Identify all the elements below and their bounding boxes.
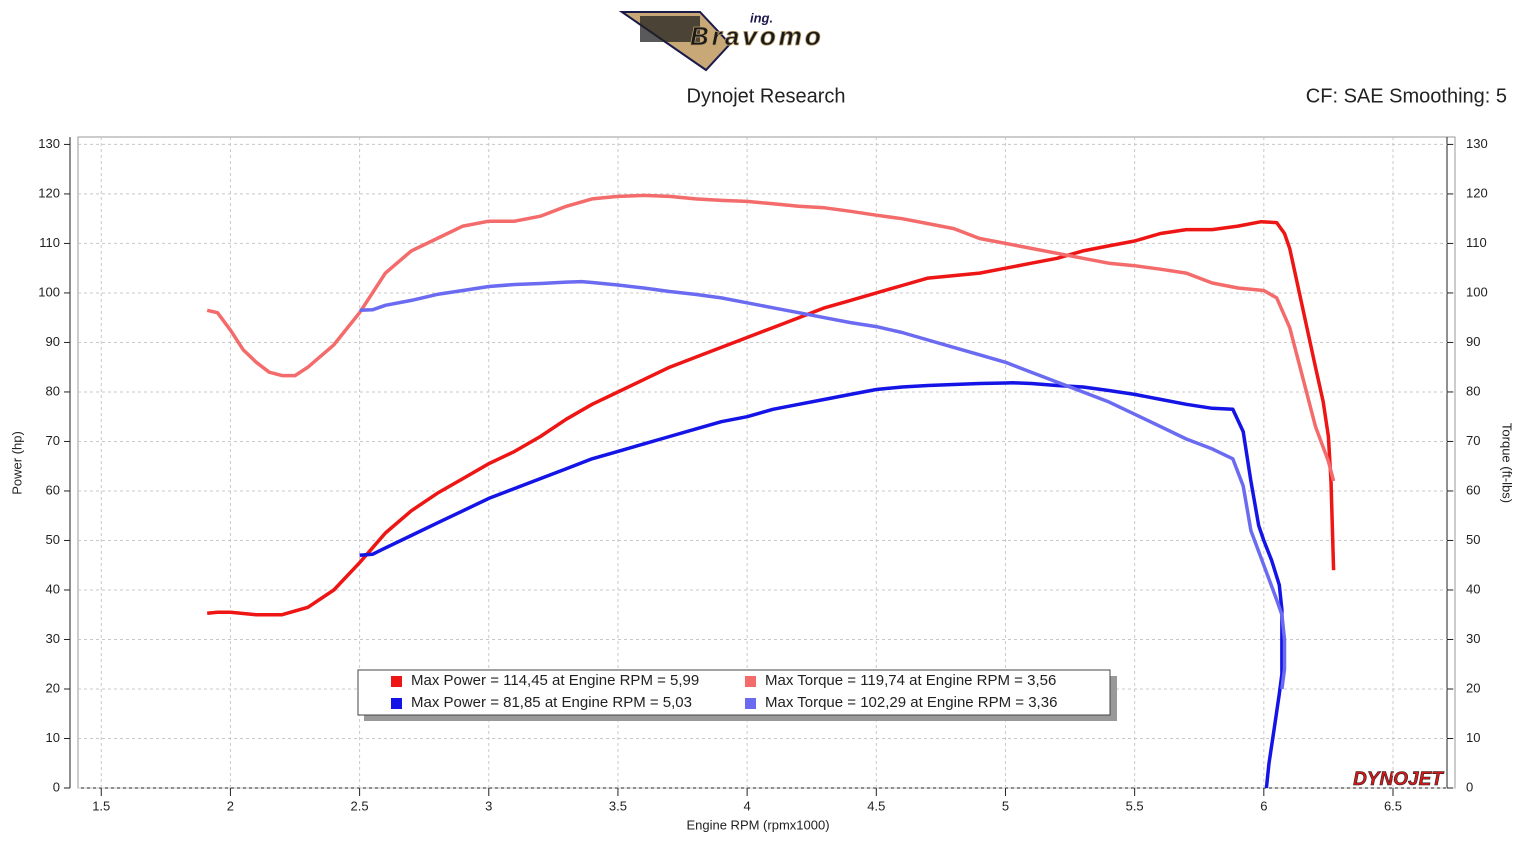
y2-tick-label: 0	[1466, 779, 1473, 794]
y2-tick-label: 20	[1466, 680, 1480, 695]
legend-label: Max Torque = 102,29 at Engine RPM = 3,36	[765, 694, 1057, 711]
chart-subtitle: CF: SAE Smoothing: 5	[1306, 85, 1507, 107]
y-tick-label: 100	[38, 284, 60, 299]
y-tick-label: 20	[46, 680, 60, 695]
lines	[206, 193, 1336, 789]
series-line	[359, 381, 1284, 789]
x-tick-label: 6.5	[1384, 798, 1402, 813]
y-tick-label: 30	[46, 631, 60, 646]
y2-tick-label: 10	[1466, 730, 1480, 745]
y2-tick-label: 80	[1466, 383, 1480, 398]
y-tick-label: 110	[39, 235, 60, 250]
y-tick-label: 120	[38, 185, 60, 200]
x-tick-label: 6	[1260, 798, 1267, 813]
legend: Max Power = 114,45 at Engine RPM = 5,99 M…	[357, 669, 1117, 721]
x-tick-label: 5.5	[1126, 798, 1144, 813]
x-tick-label: 4	[744, 798, 751, 813]
legend-swatch	[391, 698, 402, 709]
y-tick-label: 10	[46, 730, 60, 745]
y-tick-label: 90	[46, 334, 60, 349]
y2-tick-label: 30	[1466, 631, 1480, 646]
legend-label: Max Power = 81,85 at Engine RPM = 5,03	[411, 694, 692, 711]
y2-tick-label: 110	[1466, 235, 1487, 250]
logo-flag	[640, 16, 700, 42]
x-tick-label: 1.5	[92, 798, 110, 813]
series-line	[359, 279, 1287, 690]
legend-swatch	[391, 676, 402, 687]
x-tick-label: 3.5	[609, 798, 627, 813]
y2-tick-label: 60	[1466, 482, 1480, 497]
y2-tick-label: 100	[1466, 284, 1488, 299]
x-tick-label: 4.5	[867, 798, 885, 813]
x-axis-label: Engine RPM (rpmx1000)	[686, 817, 829, 832]
legend-label: Max Power = 114,45 at Engine RPM = 5,99	[411, 672, 699, 689]
y-tick-label: 50	[46, 532, 60, 547]
legend-label: Max Torque = 119,74 at Engine RPM = 3,56	[765, 672, 1056, 689]
y-tick-label: 60	[46, 482, 60, 497]
legend-swatch	[745, 676, 756, 687]
y-axis-label: Power (hp)	[9, 431, 24, 495]
y2-tick-label: 130	[1466, 136, 1488, 151]
y2-tick-label: 40	[1466, 581, 1480, 596]
series-line	[206, 193, 1336, 482]
y-tick-label: 80	[46, 383, 60, 398]
y2-tick-label: 90	[1466, 334, 1480, 349]
y-tick-label: 40	[46, 581, 60, 596]
legend-swatch	[745, 698, 756, 709]
x-tick-label: 2	[227, 798, 234, 813]
y-tick-label: 130	[38, 136, 60, 151]
logo-prefix: ing.	[750, 10, 773, 25]
x-tick-label: 5	[1002, 798, 1009, 813]
watermark: DYNOJET	[1353, 769, 1444, 790]
x-tick-label: 3	[485, 798, 492, 813]
y2-tick-label: 120	[1466, 185, 1488, 200]
y-tick-label: 0	[53, 779, 60, 794]
logo-name: Bravomo	[690, 21, 824, 51]
y2-tick-label: 70	[1466, 433, 1480, 448]
logo: ing. Bravomo	[618, 10, 824, 72]
y2-tick-label: 50	[1466, 532, 1480, 547]
x-tick-label: 2.5	[351, 798, 369, 813]
legend-box	[357, 669, 1111, 716]
chart-title: Dynojet Research	[687, 85, 846, 107]
series-line	[207, 219, 1336, 617]
y-tick-label: 70	[46, 433, 60, 448]
y2-axis-label: Torque (ft-lbs)	[1500, 423, 1515, 503]
